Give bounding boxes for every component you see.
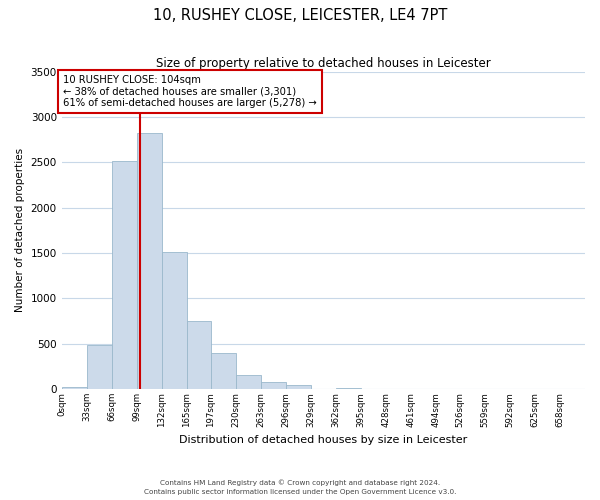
Text: 10 RUSHEY CLOSE: 104sqm
← 38% of detached houses are smaller (3,301)
61% of semi: 10 RUSHEY CLOSE: 104sqm ← 38% of detache…: [63, 76, 317, 108]
Bar: [261, 382, 286, 389]
Bar: [187, 321, 211, 389]
Text: 10, RUSHEY CLOSE, LEICESTER, LE4 7PT: 10, RUSHEY CLOSE, LEICESTER, LE4 7PT: [153, 8, 447, 22]
Bar: [161, 252, 187, 389]
Bar: [336, 388, 361, 389]
Bar: [286, 385, 311, 389]
Bar: [112, 162, 137, 389]
X-axis label: Distribution of detached houses by size in Leicester: Distribution of detached houses by size …: [179, 435, 467, 445]
Bar: [137, 134, 161, 389]
Bar: [86, 346, 112, 389]
Text: Contains HM Land Registry data © Crown copyright and database right 2024.
Contai: Contains HM Land Registry data © Crown c…: [144, 480, 456, 495]
Title: Size of property relative to detached houses in Leicester: Size of property relative to detached ho…: [156, 58, 491, 70]
Y-axis label: Number of detached properties: Number of detached properties: [15, 148, 25, 312]
Bar: [211, 352, 236, 389]
Bar: [62, 386, 86, 389]
Bar: [236, 375, 261, 389]
